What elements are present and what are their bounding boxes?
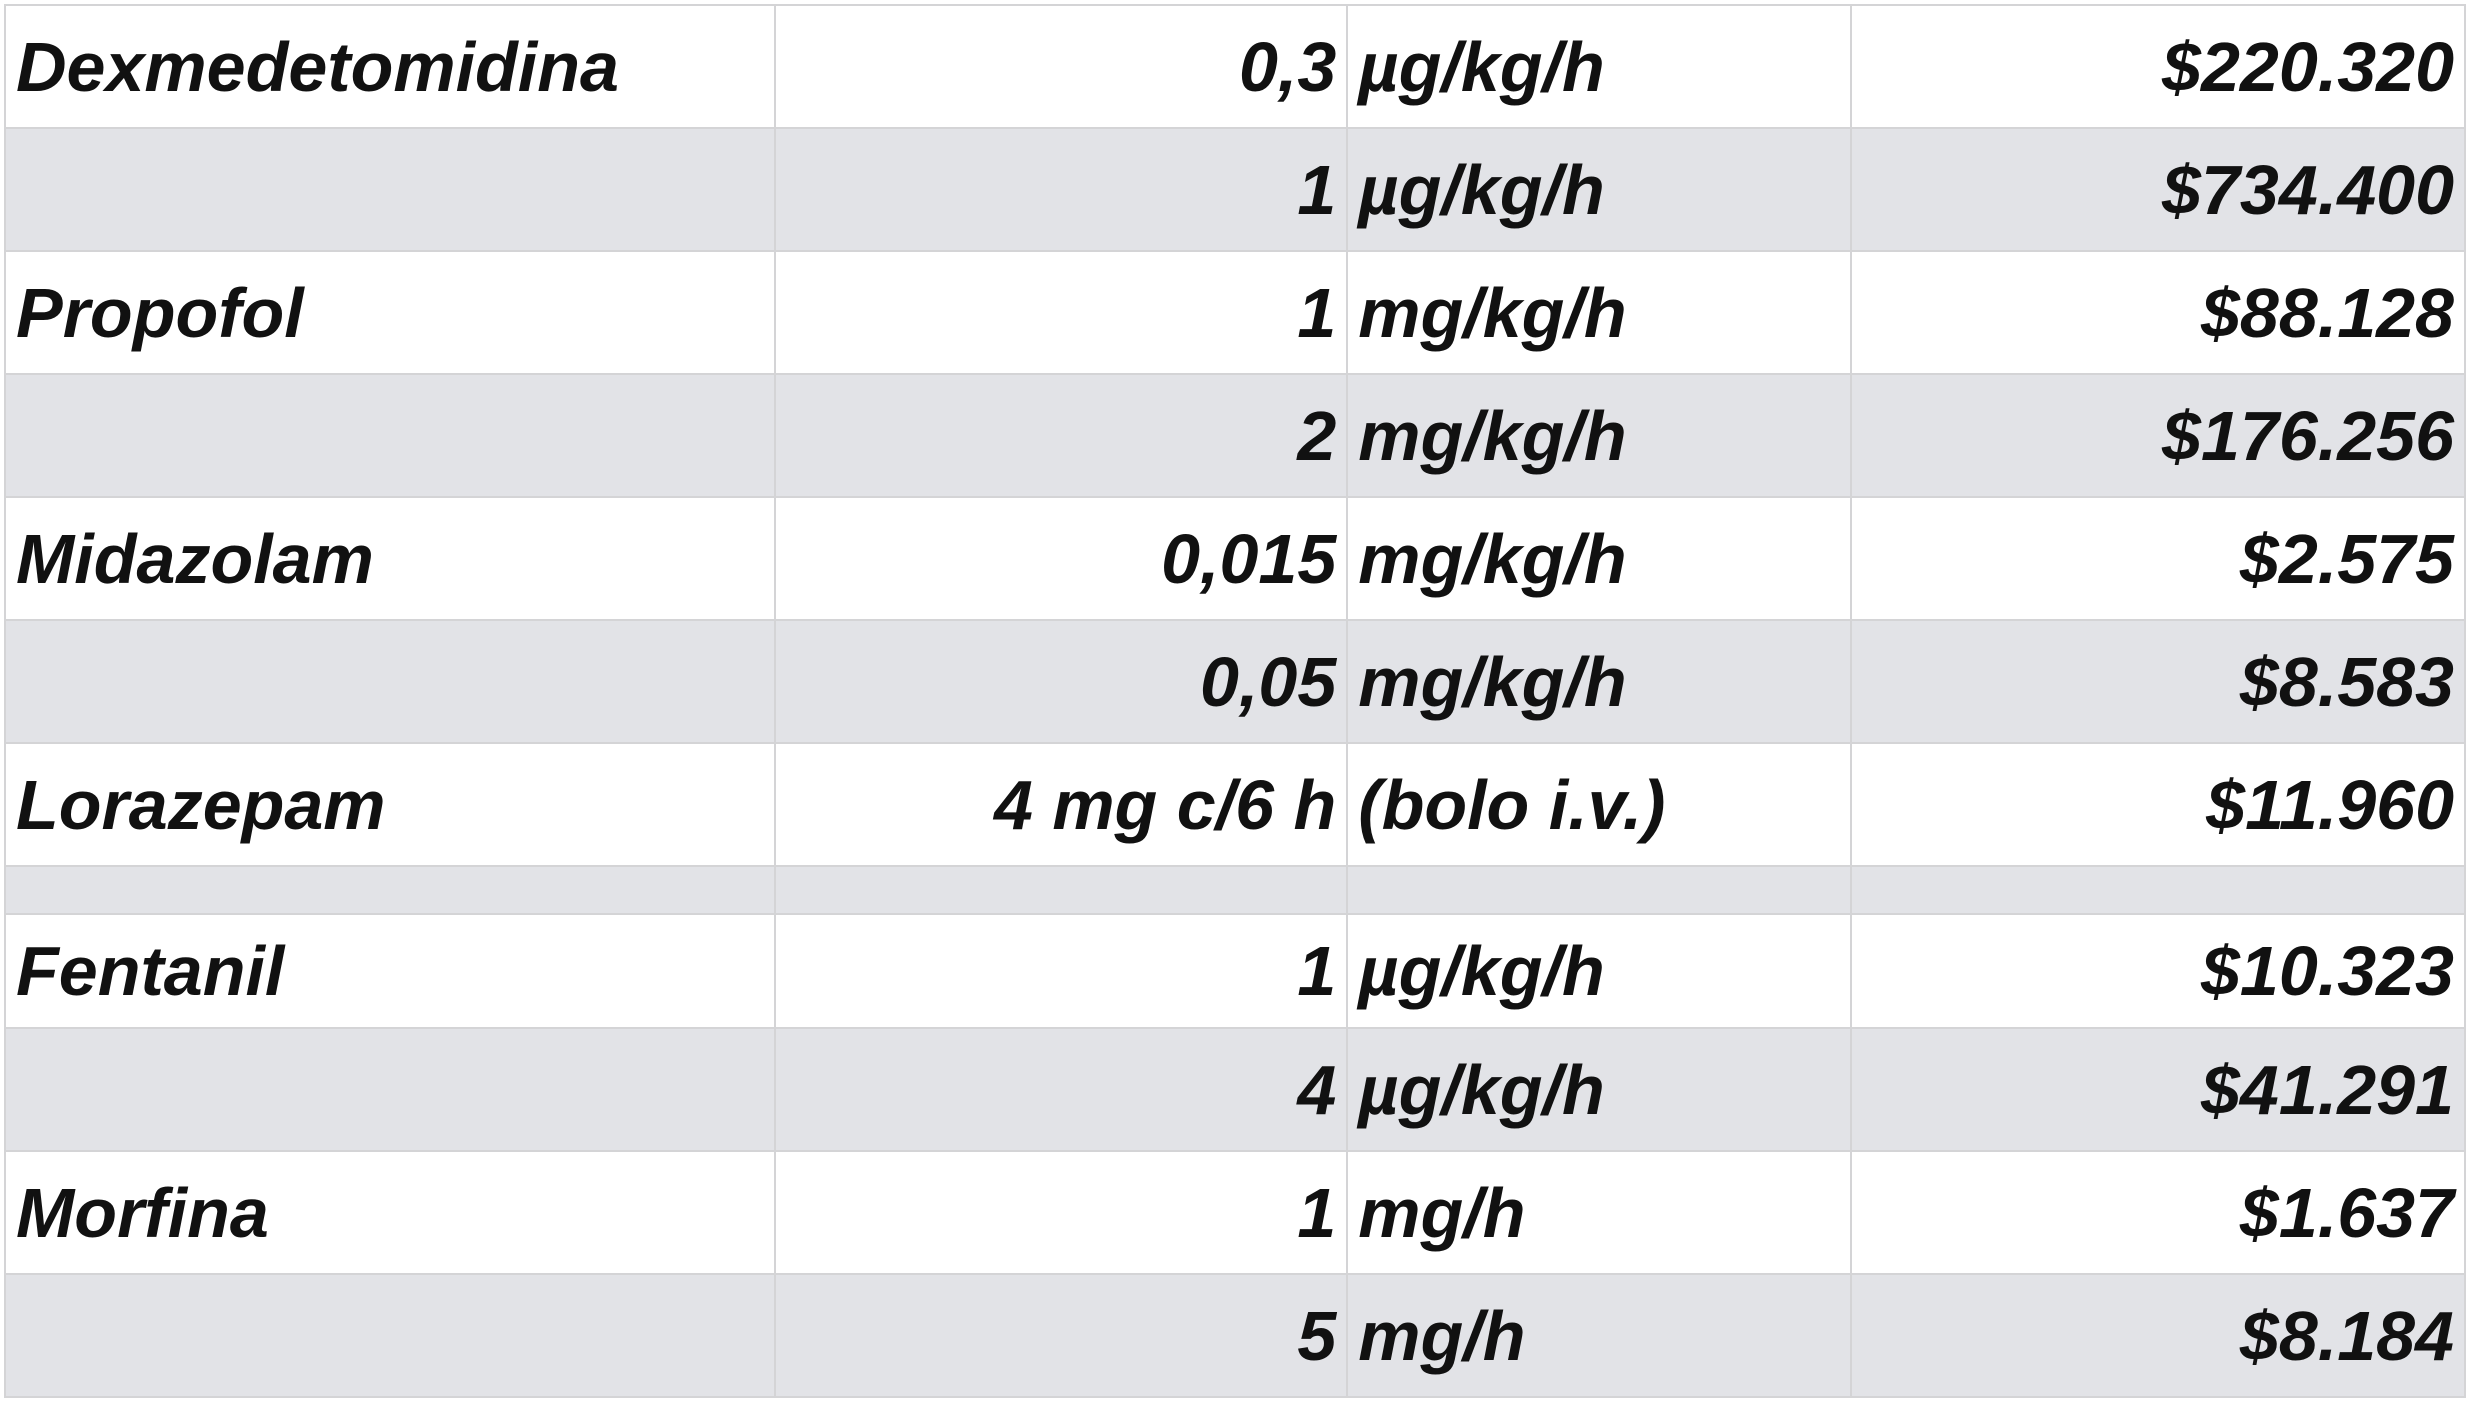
table-row: 1 µg/kg/h $734.400 xyxy=(3,127,2466,252)
cost: $8.184 xyxy=(1850,1273,2466,1398)
drug-name: Dexmedetomidina xyxy=(3,4,777,129)
dose-unit: mg/h xyxy=(1346,1273,1853,1398)
drug-name xyxy=(3,373,777,498)
drug-name: Morfina xyxy=(3,1150,777,1275)
cost: $734.400 xyxy=(1850,127,2466,252)
cost-table: Dexmedetomidina 0,3 µg/kg/h $220.320 1 µg/kg/… xyxy=(3,4,2466,1398)
table-row: Fentanil 1 µg/kg/h $10.323 xyxy=(3,913,2466,1029)
drug-name: Lorazepam xyxy=(3,742,777,867)
dose-unit: mg/kg/h xyxy=(1346,373,1853,498)
cost: $8.583 xyxy=(1850,619,2466,744)
drug-name: Midazolam xyxy=(3,496,777,621)
dose: 2 xyxy=(774,373,1349,498)
dose-unit: µg/kg/h xyxy=(1346,4,1853,129)
drug-name xyxy=(3,619,777,744)
dose-unit: µg/kg/h xyxy=(1346,1027,1853,1152)
table-body: Dexmedetomidina 0,3 µg/kg/h $220.320 1 µg/kg/… xyxy=(3,4,2466,1398)
table-row: Dexmedetomidina 0,3 µg/kg/h $220.320 xyxy=(3,4,2466,129)
cost: $176.256 xyxy=(1850,373,2466,498)
dose: 5 xyxy=(774,1273,1349,1398)
drug-name xyxy=(3,865,777,915)
cost: $41.291 xyxy=(1850,1027,2466,1152)
table-row xyxy=(3,865,2466,915)
dose xyxy=(774,865,1349,915)
cost xyxy=(1850,865,2466,915)
dose: 1 xyxy=(774,1150,1349,1275)
cost: $220.320 xyxy=(1850,4,2466,129)
table-row: 5 mg/h $8.184 xyxy=(3,1273,2466,1398)
dose-unit: mg/kg/h xyxy=(1346,619,1853,744)
dose-unit: µg/kg/h xyxy=(1346,127,1853,252)
dose: 4 xyxy=(774,1027,1349,1152)
table-row: 0,05 mg/kg/h $8.583 xyxy=(3,619,2466,744)
table-row: Morfina 1 mg/h $1.637 xyxy=(3,1150,2466,1275)
dose: 1 xyxy=(774,127,1349,252)
dose: 0,05 xyxy=(774,619,1349,744)
dose-unit: mg/h xyxy=(1346,1150,1853,1275)
table-row: 2 mg/kg/h $176.256 xyxy=(3,373,2466,498)
cost: $88.128 xyxy=(1850,250,2466,375)
table-row: Midazolam 0,015 mg/kg/h $2.575 xyxy=(3,496,2466,621)
drug-name: Propofol xyxy=(3,250,777,375)
cost: $1.637 xyxy=(1850,1150,2466,1275)
table-row: Lorazepam 4 mg c/6 h (bolo i.v.) $11.960 xyxy=(3,742,2466,867)
table-row: 4 µg/kg/h $41.291 xyxy=(3,1027,2466,1152)
dose-unit: (bolo i.v.) xyxy=(1346,742,1853,867)
dose: 0,015 xyxy=(774,496,1349,621)
dose-unit: mg/kg/h xyxy=(1346,496,1853,621)
dose-unit: µg/kg/h xyxy=(1346,913,1853,1029)
dose-unit xyxy=(1346,865,1853,915)
dose: 1 xyxy=(774,250,1349,375)
dose: 4 mg c/6 h xyxy=(774,742,1349,867)
table-row: Propofol 1 mg/kg/h $88.128 xyxy=(3,250,2466,375)
cost: $2.575 xyxy=(1850,496,2466,621)
dose-unit: mg/kg/h xyxy=(1346,250,1853,375)
cost: $11.960 xyxy=(1850,742,2466,867)
drug-name xyxy=(3,1273,777,1398)
drug-name xyxy=(3,127,777,252)
drug-name: Fentanil xyxy=(3,913,777,1029)
dose: 1 xyxy=(774,913,1349,1029)
dose: 0,3 xyxy=(774,4,1349,129)
cost: $10.323 xyxy=(1850,913,2466,1029)
drug-name xyxy=(3,1027,777,1152)
